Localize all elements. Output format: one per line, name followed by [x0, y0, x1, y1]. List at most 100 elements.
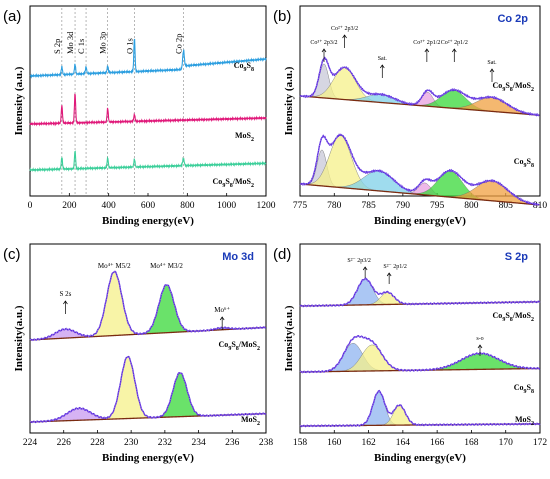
x-tick-label: 805	[499, 201, 514, 211]
raw-data-points	[299, 57, 540, 116]
x-tick-label: 400	[102, 201, 117, 211]
raw-data-points	[29, 271, 267, 341]
panel-a: (a) 0 200 400 600 800 1000 1200 Binding energy(e…	[3, 5, 276, 227]
x-tick-label: 160	[327, 438, 342, 448]
survey-trace	[29, 93, 267, 127]
y-axis-label: Intensity (a.u.)	[13, 66, 25, 135]
arrow-head	[424, 48, 430, 53]
arrow-head	[321, 48, 327, 53]
x-axis-label: Binding energy(eV)	[102, 452, 194, 464]
x-tick-label: 785	[361, 201, 376, 211]
peak-annotation: Mo⁴⁺ M5/2	[98, 262, 131, 270]
x-tick-label: 800	[180, 201, 195, 211]
x-tick-label: 158	[293, 438, 308, 448]
peak-annotation: Sat.	[487, 60, 497, 66]
peak-annotation: Sat.	[378, 56, 388, 62]
x-tick-label: 795	[430, 201, 445, 211]
x-tick-label: 200	[62, 201, 77, 211]
element-marker-label: C 1s	[76, 39, 86, 54]
peak-annotation: S²⁻ 2p1/2	[383, 264, 406, 270]
raw-data-points	[299, 277, 541, 307]
raw-data-points	[29, 356, 267, 423]
survey-trace	[29, 38, 267, 79]
panel-label: (a)	[3, 8, 21, 25]
x-tick-label: 232	[158, 438, 173, 448]
peak-annotation: Co²⁺ 2p3/2	[331, 26, 358, 32]
element-marker-label: Mo 3d	[65, 31, 75, 54]
arrow-head	[489, 68, 495, 73]
x-tick-label: 775	[293, 201, 308, 211]
trace-label: Co9S8/MoS2	[493, 81, 534, 93]
trace-label: Co9S8	[514, 383, 534, 395]
x-tick-label: 790	[396, 201, 411, 211]
x-tick-label: 800	[464, 201, 479, 211]
peak-annotation: Co³⁺ 2p1/2	[413, 40, 440, 46]
trace-label: Co9S8/MoS2	[213, 177, 254, 189]
envelope-curve	[299, 335, 541, 374]
element-marker-label: Mo 3p	[98, 32, 108, 54]
panel-d: (d) 158 160 162 164 166 168 170 172 Binding energ…	[273, 243, 548, 464]
trace-label: Co9S8	[234, 61, 254, 73]
x-tick-label: 600	[141, 201, 156, 211]
panel-title: S 2p	[505, 251, 529, 263]
x-tick-label: 810	[533, 201, 548, 211]
arrow-head	[342, 34, 347, 39]
panel-label: (c)	[3, 246, 21, 263]
panel-c: (c) 224 226 228 230 232 234 236 238 Binding energ…	[3, 243, 274, 464]
peak-annotation: S²⁻ 2p3/2	[347, 258, 370, 264]
x-tick-label: 168	[464, 438, 479, 448]
y-axis-label: Intensity(a.u.)	[13, 305, 25, 371]
panel-b: (b) 775 780 785 790 795 800 805 810 Binding energ…	[273, 5, 548, 227]
arrow-head	[477, 344, 483, 349]
raw-data-points	[299, 134, 540, 206]
x-tick-label: 1000	[217, 201, 236, 211]
arrow-head	[379, 64, 385, 69]
trace-label: Co9S8	[514, 157, 534, 169]
envelope-curve	[299, 277, 541, 308]
background-line	[299, 183, 540, 206]
x-tick-label: 230	[124, 438, 139, 448]
x-tick-label: 780	[327, 201, 342, 211]
y-axis-label: Intensity (a.u.)	[283, 66, 295, 135]
trace-label: MoS2	[235, 131, 254, 143]
x-tick-label: 224	[23, 438, 38, 448]
peak-annotation: S 2s	[59, 290, 71, 298]
plot-frame	[29, 243, 267, 434]
plot-frame	[299, 243, 541, 434]
element-marker-label: Co 2p	[173, 33, 183, 54]
peak-annotation: Mo⁴⁺ M3/2	[150, 262, 183, 270]
x-tick-label: 162	[361, 438, 376, 448]
survey-trace	[29, 150, 267, 173]
peak-annotation: Co²⁺ 2p1/2	[441, 40, 468, 46]
element-marker-label: O 1s	[124, 38, 134, 54]
y-axis-label: Intensity(a.u.)	[283, 305, 295, 371]
x-tick-label: 0	[28, 201, 33, 211]
panel-title: Co 2p	[497, 13, 528, 25]
arrow-head	[362, 266, 368, 271]
background-line	[29, 326, 267, 341]
arrow-head	[63, 300, 68, 305]
x-tick-label: 164	[396, 438, 411, 448]
x-axis-label: Binding energy(eV)	[374, 452, 466, 464]
x-tick-label: 166	[430, 438, 445, 448]
x-tick-label: 172	[533, 438, 548, 448]
x-tick-label: 170	[499, 438, 514, 448]
trace-label: Co9S8/MoS2	[219, 340, 260, 352]
raw-data-points	[299, 390, 541, 427]
x-tick-label: 238	[259, 438, 274, 448]
x-axis-label: Binding energy(eV)	[102, 215, 194, 227]
peak-annotation: s-o	[476, 336, 483, 342]
envelope-curve	[299, 389, 541, 428]
panel-label: (b)	[273, 8, 291, 25]
background-line	[299, 95, 540, 116]
x-axis-label: Binding energy(eV)	[374, 215, 466, 227]
trace-label: Co9S8/MoS2	[493, 311, 534, 323]
trace-label: MoS2	[241, 415, 260, 427]
arrow-head	[386, 272, 392, 277]
arrow-head	[219, 316, 225, 321]
x-tick-label: 226	[57, 438, 72, 448]
peak-annotation: Co³⁺ 2p3/2	[310, 40, 337, 46]
panel-title: Mo 3d	[222, 251, 254, 263]
x-tick-label: 1200	[257, 201, 276, 211]
x-tick-label: 236	[225, 438, 240, 448]
